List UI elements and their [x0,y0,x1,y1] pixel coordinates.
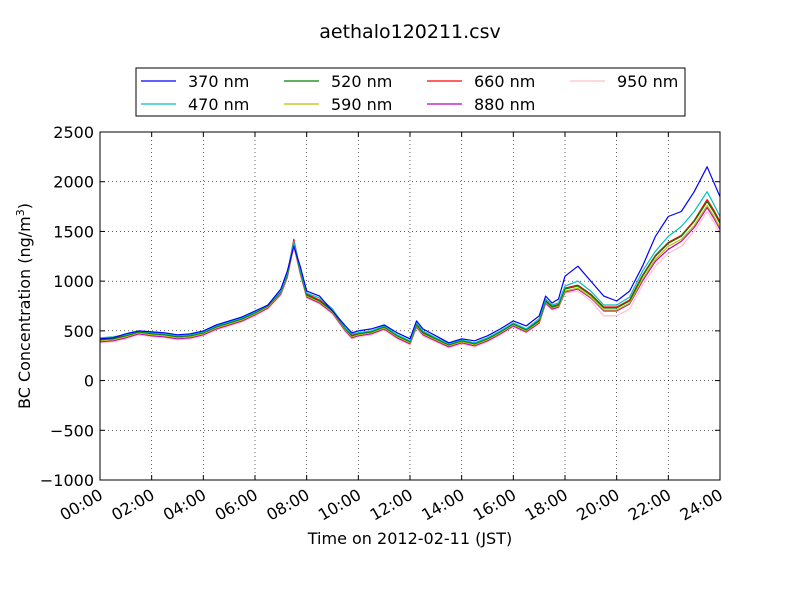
y-axis-label-close: ) [15,203,34,209]
x-tick-label: 22:00 [625,485,674,525]
y-tick-label: 0 [84,372,94,391]
x-tick-label: 08:00 [263,485,312,525]
legend-label: 370 nm [188,72,249,91]
y-tick-label: 2000 [53,173,94,192]
legend-box [135,67,686,117]
x-tick-label: 12:00 [367,485,416,525]
x-tick-label: 04:00 [160,485,209,525]
x-tick-label: 24:00 [677,485,726,525]
x-tick-label: 10:00 [315,485,364,525]
x-tick-label: 02:00 [108,485,157,525]
y-tick-label: 500 [63,322,94,341]
series-lines [99,166,721,349]
x-tick-labels: 00:00 02:00 04:00 06:00 08:00 10:00 12:00 14:00… [57,485,726,525]
legend-label: 520 nm [331,72,392,91]
y-tick-labels: −1000 −500 0 500 1000 1500 2000 2500 [40,123,94,490]
chart-title: aethalo120211.csv [319,21,501,43]
legend: 370 nm 470 nm 520 nm 590 nm 660 nm 880 nm 950 … [135,67,686,117]
x-tick-label: 18:00 [522,485,571,525]
grid [100,132,720,480]
y-axis-label: BC Concentration (ng/m3) [14,203,34,409]
x-axis-label: Time on 2012-02-11 (JST) [307,529,512,548]
y-tick-label: 1000 [53,272,94,291]
x-tick-label: 14:00 [418,485,467,525]
x-tick-label: 06:00 [212,485,261,525]
axis-ticks [99,131,721,481]
x-tick-label: 20:00 [573,485,622,525]
x-tick-label: 00:00 [57,485,106,525]
y-axis-label-superscript: 3 [14,209,27,216]
series-line-470-nm [99,191,721,345]
series-line-660-nm [99,199,721,345]
y-tick-label: −1000 [40,471,94,490]
y-axis-label-main: BC Concentration (ng/m [15,216,34,409]
y-tick-label: 2500 [53,123,94,142]
series-line-520-nm [99,201,721,346]
y-tick-label: 1500 [53,222,94,241]
legend-label: 950 nm [617,72,678,91]
legend-label: 590 nm [331,95,392,114]
x-tick-label: 16:00 [470,485,519,525]
y-tick-label: −500 [50,421,94,440]
series-line-370-nm [99,166,721,344]
legend-label: 470 nm [188,95,249,114]
legend-label: 660 nm [474,72,535,91]
legend-label: 880 nm [474,95,535,114]
series-line-950-nm [99,210,721,349]
